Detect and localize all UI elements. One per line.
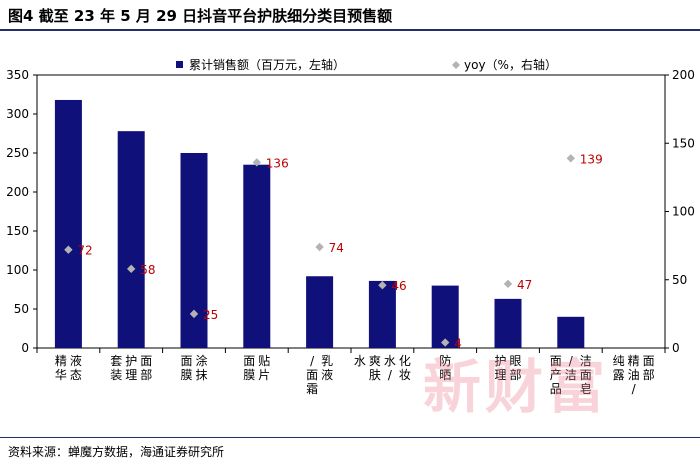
x-category-label: 面膜 (243, 354, 255, 382)
bar (431, 285, 459, 348)
x-category-label: 液态 (70, 353, 82, 382)
x-category-label: 乳液 (321, 354, 333, 382)
x-category-label: 防晒 (439, 353, 451, 382)
yoy-data-label: 4 (454, 337, 462, 351)
x-category-label: 眼部 (509, 354, 521, 382)
y-right-tick-label: 0 (672, 341, 680, 355)
x-category-label: 爽肤 (369, 354, 381, 382)
yoy-point (566, 154, 575, 163)
yoy-point (315, 242, 324, 252)
yoy-point (378, 281, 387, 290)
yoy-point (503, 279, 513, 289)
source-note: 资料来源：蝉魔方数据，海通证券研究所 (8, 445, 225, 459)
y-left-tick-label: 350 (6, 68, 29, 82)
combo-chart: 0 50 100 150 200 250 300 350 0 50 100 150 200 72 58 25 1… (6, 57, 695, 396)
x-category-label: 面部 (643, 354, 655, 382)
yoy-point (441, 338, 450, 347)
x-category-label: 化妆 (399, 354, 411, 382)
x-category-label: 贴片 (258, 354, 270, 382)
watermark: 新财富 (423, 353, 610, 421)
x-category-label: 面部 (140, 354, 152, 382)
y-left-tick-label: 250 (6, 146, 29, 160)
y-right-tick-label: 200 (672, 68, 695, 82)
legend-bar-label: 累计销售额（百万元，左轴） (189, 57, 345, 72)
title-rule (0, 29, 700, 31)
yoy-point (64, 245, 73, 254)
y-right-tick-label: 100 (672, 205, 695, 219)
y-left-tick-label: 50 (14, 302, 29, 316)
bar (117, 131, 145, 348)
x-category-label: /洁 (565, 354, 577, 382)
bar (54, 99, 82, 349)
yoy-data-label: 46 (391, 279, 406, 293)
bar (306, 276, 334, 348)
x-category-label: 精华 (55, 354, 67, 382)
x-category-label: 水/ (384, 354, 396, 382)
x-category-label: 面产品 (550, 354, 562, 396)
x-category-label: 面膜 (180, 354, 192, 382)
x-category-label: /面霜 (306, 354, 318, 396)
y-left-tick-label: 150 (6, 224, 29, 238)
y-right-tick-label: 150 (672, 136, 695, 150)
yoy-point (127, 264, 136, 274)
y-right-tick-label: 50 (672, 273, 687, 287)
bar (243, 164, 271, 348)
y-left-tick-label: 300 (6, 107, 29, 121)
yoy-data-label: 58 (140, 263, 155, 277)
yoy-data-label: 72 (77, 244, 92, 258)
x-category-label: 套装 (110, 354, 122, 382)
y-left-tick-label: 0 (21, 341, 29, 355)
yoy-data-label: 139 (580, 152, 603, 166)
legend-bar-swatch (176, 61, 183, 68)
yoy-data-label: 47 (517, 278, 532, 292)
y-left-tick-label: 100 (6, 263, 29, 277)
x-category-label: 精油/ (628, 354, 640, 396)
title-bar: 图4 截至 23 年 5 月 29 日抖音平台护肤细分类目预售额 (0, 0, 700, 28)
x-category-label: 水 (354, 354, 366, 368)
yoy-data-label: 25 (203, 308, 218, 322)
legend-point-label: yoy（%，右轴） (464, 57, 557, 72)
x-category-label: 纯露 (613, 354, 625, 382)
bar (494, 298, 522, 348)
legend-point-swatch (452, 61, 460, 69)
page-title: 图4 截至 23 年 5 月 29 日抖音平台护肤细分类目预售额 (8, 7, 393, 25)
footer-rule (0, 437, 700, 438)
bar (368, 280, 396, 348)
yoy-point (252, 158, 261, 167)
bar (557, 316, 585, 348)
y-left-tick-label: 200 (6, 185, 29, 199)
x-category-label: 护理 (494, 354, 506, 382)
yoy-data-label: 74 (329, 241, 344, 255)
x-category-label: 涂抹 (195, 353, 207, 382)
yoy-data-label: 136 (266, 156, 289, 170)
x-category-label: 护理 (125, 354, 137, 382)
x-category-label: 洁面皂 (580, 354, 592, 396)
yoy-point (189, 309, 199, 319)
